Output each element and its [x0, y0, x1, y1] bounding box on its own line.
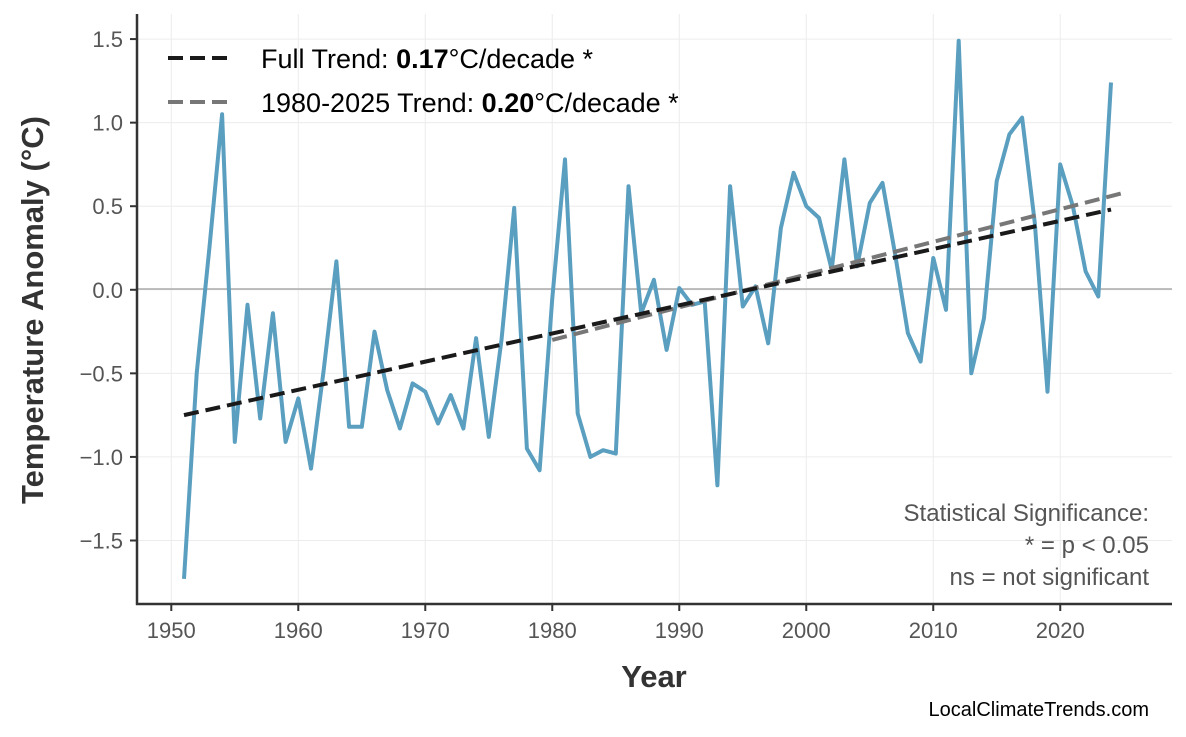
- temperature-anomaly-line: [182, 38, 1113, 580]
- annotation-line: Statistical Significance:: [904, 500, 1149, 527]
- legend-full-trend-label: Full Trend: 0.17°C/decade *: [261, 44, 594, 74]
- x-tick-label: 1970: [401, 618, 450, 643]
- recent-trend-line: [551, 190, 1125, 342]
- watermark: LocalClimateTrends.com: [929, 699, 1149, 721]
- x-tick-label: 1950: [147, 618, 196, 643]
- y-axis-label: Temperature Anomaly (°C): [15, 116, 50, 504]
- y-tick-label: 0.0: [92, 278, 123, 303]
- x-tick-label: 1980: [528, 618, 577, 643]
- x-ticks: 1950 1960 1970 1980 1990 2000 2010 2020: [147, 604, 1085, 643]
- y-tick-label: 1.5: [92, 27, 123, 52]
- x-tick-label: 2000: [782, 618, 831, 643]
- legend-recent-trend-label: 1980-2025 Trend: 0.20°C/decade *: [261, 88, 679, 118]
- x-axis-label: Year: [621, 659, 687, 694]
- x-tick-label: 1960: [274, 618, 323, 643]
- trend-layer: [183, 190, 1125, 418]
- y-tick-label: 0.5: [92, 194, 123, 219]
- significance-annotation: Statistical Significance: * = p < 0.05 n…: [904, 500, 1150, 591]
- y-tick-label: −0.5: [80, 361, 123, 386]
- x-tick-label: 2010: [909, 618, 958, 643]
- x-tick-label: 1990: [655, 618, 704, 643]
- series-layer: [182, 38, 1113, 580]
- annotation-line: * = p < 0.05: [1025, 532, 1149, 559]
- x-tick-label: 2020: [1036, 618, 1085, 643]
- legend: Full Trend: 0.17°C/decade * 1980-2025 Tr…: [168, 44, 679, 118]
- y-tick-label: −1.5: [80, 528, 123, 553]
- y-tick-label: 1.0: [92, 111, 123, 136]
- y-ticks: 1.5 1.0 0.5 0.0 −0.5 −1.0 −1.5: [80, 27, 137, 553]
- y-tick-label: −1.0: [80, 445, 123, 470]
- annotation-line: ns = not significant: [950, 564, 1150, 591]
- full-trend-line: [183, 207, 1112, 418]
